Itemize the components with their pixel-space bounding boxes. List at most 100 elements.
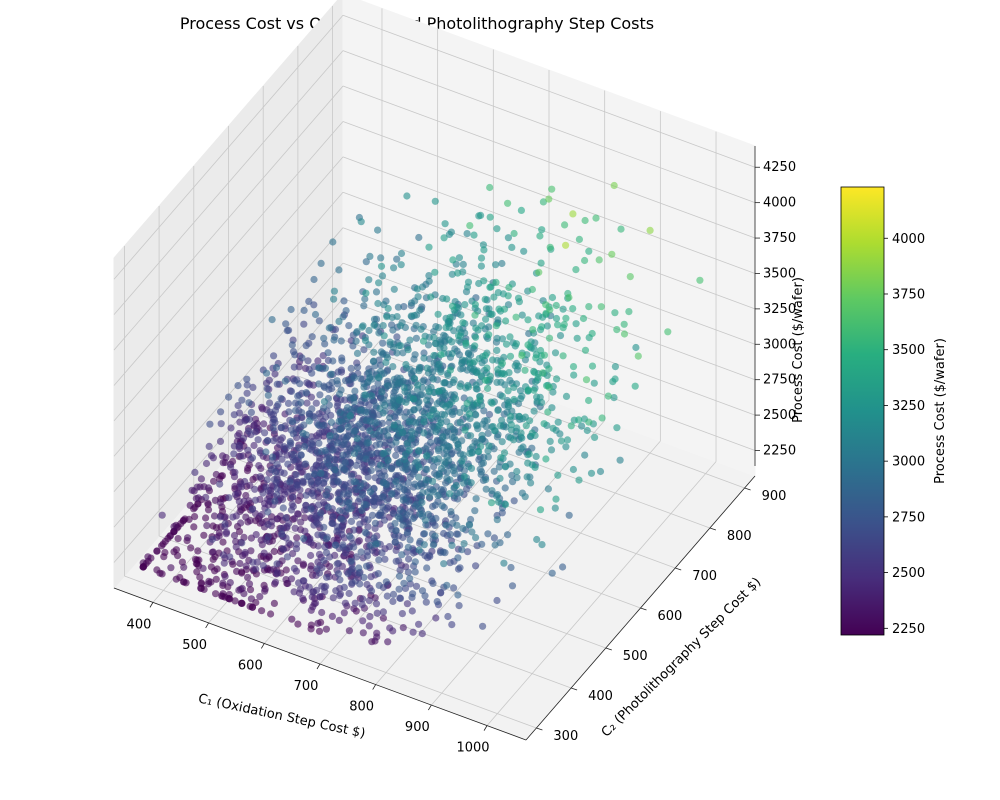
scatter-point	[512, 340, 521, 348]
scatter-point	[232, 538, 240, 546]
scatter-point	[367, 573, 375, 581]
scatter-point	[415, 233, 423, 242]
scatter-point	[327, 370, 335, 378]
scatter-point	[342, 377, 350, 385]
scatter-point	[531, 368, 539, 377]
scatter-point	[376, 461, 385, 469]
scatter-point	[378, 388, 386, 396]
scatter-point	[456, 489, 464, 497]
scatter-point	[307, 393, 315, 401]
scatter-point	[368, 587, 376, 595]
scatter-point	[510, 383, 518, 391]
scatter-point	[449, 467, 458, 475]
scatter-point	[609, 378, 617, 386]
scatter-point	[528, 285, 537, 294]
scatter-point	[470, 231, 478, 239]
scatter-point	[237, 519, 245, 527]
scatter-point	[248, 603, 257, 611]
scatter-point	[407, 299, 416, 307]
scatter-point	[280, 469, 288, 477]
scatter-point	[646, 226, 654, 234]
scatter-point	[329, 238, 337, 246]
scatter-point	[392, 472, 400, 480]
scatter-point	[340, 297, 348, 305]
scatter-point	[158, 542, 166, 550]
scatter-point	[144, 553, 152, 561]
scatter-point	[585, 303, 593, 311]
scatter-point	[578, 422, 586, 430]
scatter-point	[298, 409, 306, 417]
z-grid-left	[113, 192, 344, 457]
scatter-point	[333, 527, 341, 536]
scatter-point	[443, 468, 451, 476]
y-tick-mark	[709, 527, 717, 531]
scatter-point	[485, 331, 493, 339]
scatter-point	[375, 556, 383, 564]
scatter-point	[312, 599, 320, 607]
scatter-point	[442, 324, 450, 332]
z-axis-label: Process Cost ($/wafer)	[791, 277, 806, 423]
scatter-point	[426, 412, 434, 420]
scatter-point	[346, 412, 354, 420]
scatter-point	[300, 306, 308, 314]
scatter-point	[522, 422, 530, 430]
scatter-point	[403, 192, 411, 200]
scatter-point	[391, 538, 399, 546]
scatter-point	[400, 383, 408, 392]
scatter-point	[341, 466, 349, 474]
scatter-point	[432, 614, 440, 622]
scatter-point	[244, 427, 253, 435]
scatter-point	[242, 513, 250, 521]
scatter-point	[355, 564, 363, 572]
scatter-point	[208, 535, 216, 543]
scatter-point	[355, 569, 363, 577]
scatter-point	[595, 256, 603, 264]
scatter-point	[321, 543, 329, 551]
scatter-point	[219, 538, 227, 546]
z-tick-label: 2250	[763, 444, 796, 459]
scatter-point	[374, 226, 382, 234]
scatter-point	[468, 528, 476, 536]
scatter-point	[304, 357, 312, 365]
scatter-point	[290, 588, 298, 596]
scatter-point	[234, 402, 242, 410]
scatter-point	[431, 501, 439, 509]
scatter-point	[444, 612, 452, 621]
scatter-point	[252, 565, 260, 573]
scatter-point	[397, 445, 405, 453]
scatter-point	[315, 317, 323, 325]
scatter-point	[484, 530, 492, 538]
scatter-point	[432, 428, 440, 436]
scatter-point	[392, 546, 400, 555]
scatter-point	[458, 546, 466, 554]
scatter-point	[572, 266, 580, 274]
scatter-point	[383, 313, 391, 321]
scatter-point	[270, 352, 278, 360]
scatter-point	[371, 474, 379, 482]
scatter-point	[292, 545, 301, 553]
scatter-point	[370, 357, 378, 365]
scatter-point	[303, 399, 311, 407]
scatter-point	[333, 402, 341, 410]
scatter-point	[434, 310, 442, 318]
scatter-point	[382, 462, 390, 470]
scatter-point	[367, 417, 375, 425]
scatter-point	[358, 601, 366, 609]
scatter-point	[569, 363, 578, 371]
x-tick-label: 500	[182, 638, 207, 653]
scatter-point	[400, 455, 409, 463]
scatter-point	[386, 338, 394, 346]
scatter-point	[559, 563, 567, 571]
scatter-point	[241, 548, 249, 557]
scatter-point	[205, 442, 213, 450]
axis-ticks: 400 500 600 700 800 900 1000 300 400 500 600 700 800…	[127, 160, 797, 755]
scatter-point	[230, 531, 239, 540]
scatter-point	[302, 491, 310, 499]
scatter-point	[240, 533, 248, 542]
scatter-point	[426, 493, 434, 501]
scatter-point	[425, 388, 433, 396]
scatter-point	[397, 342, 405, 350]
scatter-point	[543, 322, 552, 330]
scatter-point	[394, 303, 402, 311]
scatter-point	[575, 235, 584, 243]
